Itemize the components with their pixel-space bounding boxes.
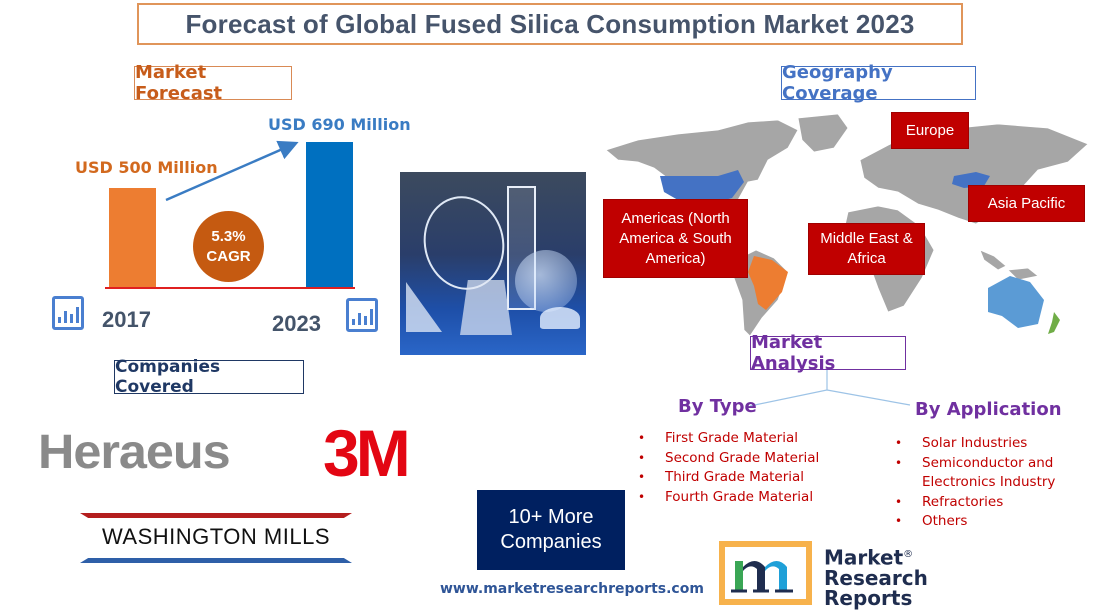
brand-line-1: Market [824,545,904,570]
mrr-m-icon [731,561,793,593]
brand-line-3: Reports [824,585,913,610]
bar-chart-icon [52,296,84,330]
bar-chart-icon [346,298,378,332]
region-middle-east-africa: Middle East & Africa [808,223,925,275]
3m-logo: 3M [323,416,411,490]
type-list: First Grade Material Second Grade Materi… [638,429,819,507]
list-item: Others [895,512,1065,532]
list-item: Refractories [895,493,1065,513]
optical-dome [540,307,580,329]
cagr-label: CAGR [206,247,251,265]
optical-disc [515,250,577,312]
list-item: Fourth Grade Material [638,488,819,508]
year-2017-label: 2017 [102,307,151,332]
logo-blue-stripe [80,558,352,563]
region-europe: Europe [891,112,969,149]
website-url[interactable]: www.marketresearchreports.com [440,581,704,597]
value-2017-label: USD 500 Million [75,158,218,177]
heraeus-logo: Heraeus [38,426,231,479]
growth-arrow-icon [165,140,299,202]
fused-silica-product-image [400,172,586,355]
region-asia-pacific: Asia Pacific [968,185,1085,222]
companies-covered-heading: Companies Covered [114,357,304,397]
application-list: Solar Industries Semiconductor and Elect… [895,434,1065,532]
page-title: Forecast of Global Fused Silica Consumpt… [185,8,915,39]
registered-mark: ® [903,549,914,560]
brand-line-2: Research [824,565,928,590]
washington-mills-text: WASHINGTON MILLS [101,524,331,549]
cagr-value: 5.3% [211,227,246,245]
market-forecast-heading: Market Forecast [134,62,292,104]
washington-mills-logo: WASHINGTON MILLS [80,513,352,563]
mrr-brand-name: Market® Research Reports [824,545,928,608]
analysis-tree-connector [749,370,911,407]
list-item: Third Grade Material [638,468,819,488]
bar-2023 [306,142,353,288]
list-item: Second Grade Material [638,449,819,469]
market-analysis-heading: Market Analysis [750,332,906,374]
cagr-badge: 5.3% CAGR [193,211,264,282]
mrr-logo-mark [719,541,812,605]
bar-2017 [109,188,156,288]
optical-prism [406,282,442,332]
list-item: Semiconductor and Electronics Industry [895,454,1065,493]
logo-red-stripe [80,513,352,518]
geography-coverage-heading: Geography Coverage [781,62,976,104]
by-type-heading: By Type [678,396,757,417]
year-2023-label: 2023 [272,311,321,336]
more-companies-line2: Companies [500,531,602,553]
value-2023-label: USD 690 Million [268,115,411,134]
optical-prism [460,280,512,335]
title-banner: Forecast of Global Fused Silica Consumpt… [137,3,963,45]
by-application-heading: By Application [915,399,1062,420]
more-companies-box: 10+ More Companies [477,490,625,570]
region-americas: Americas (North America & South America) [603,199,748,278]
more-companies-line1: 10+ More [508,506,594,528]
list-item: First Grade Material [638,429,819,449]
list-item: Solar Industries [895,434,1065,454]
chart-baseline [105,287,355,289]
